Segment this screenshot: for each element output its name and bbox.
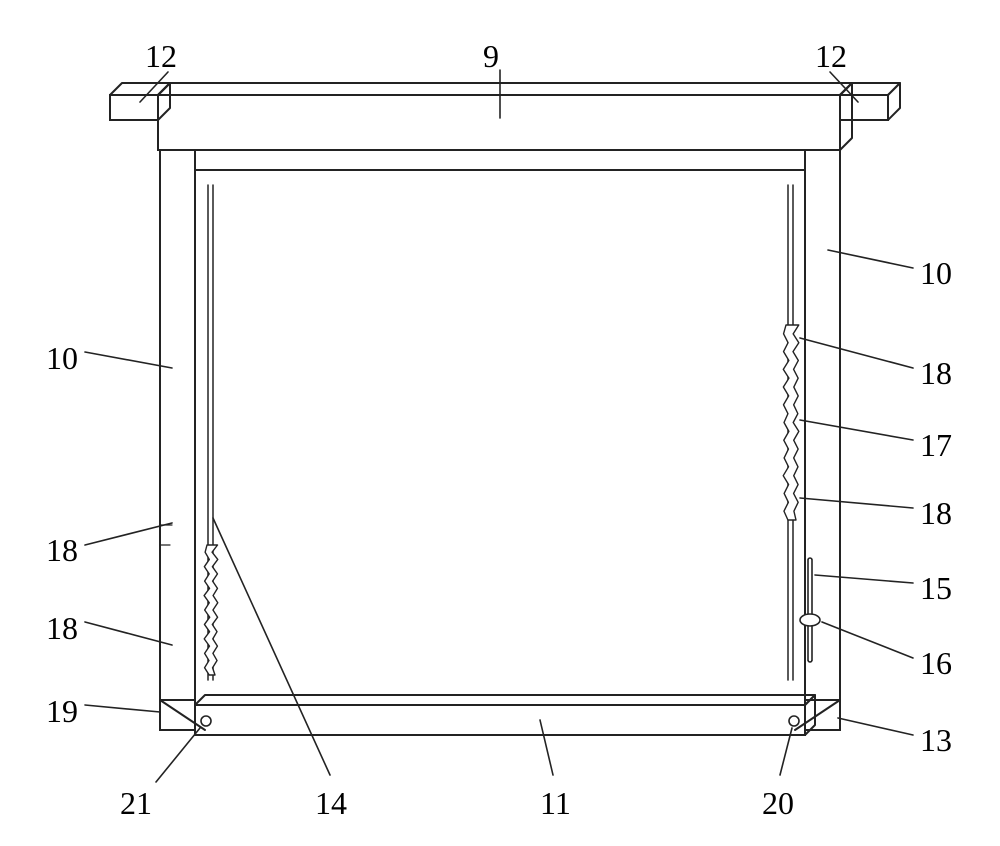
left-ear-front — [110, 95, 158, 120]
callout-17: 17 — [920, 427, 952, 464]
callout-9: 9 — [483, 38, 499, 75]
slider-end-bot — [808, 660, 812, 662]
leader-21 — [156, 728, 200, 782]
leader-13 — [838, 718, 913, 735]
callout-19: 19 — [46, 693, 78, 730]
right-ear-front — [840, 95, 888, 120]
callout-18L2: 18 — [46, 610, 78, 647]
leader-12R — [830, 72, 858, 102]
leader-14 — [213, 518, 330, 775]
leader-11 — [540, 720, 553, 775]
leader-16 — [822, 622, 913, 658]
slider-knob — [800, 614, 820, 626]
callout-13: 13 — [920, 722, 952, 759]
callout-12L: 12 — [145, 38, 177, 75]
pivot-left — [201, 716, 211, 726]
leader-18L1 — [85, 523, 172, 545]
leader-10L — [85, 352, 172, 368]
callout-18L1: 18 — [46, 532, 78, 569]
bottom-bar-top — [195, 695, 815, 705]
leader-15 — [815, 575, 913, 583]
top-bar-front — [158, 95, 840, 150]
right-ear-right — [888, 83, 900, 120]
leader-18R1 — [800, 338, 913, 368]
callout-15: 15 — [920, 570, 952, 607]
callout-20: 20 — [762, 785, 794, 822]
left-break — [204, 545, 218, 675]
left-ear-right — [158, 83, 170, 120]
leader-17 — [800, 420, 913, 440]
callout-14: 14 — [315, 785, 347, 822]
leader-18R2 — [800, 498, 913, 508]
callout-12R: 12 — [815, 38, 847, 75]
leader-18L2 — [85, 622, 172, 645]
inner-top-rail — [195, 150, 805, 170]
callout-16: 16 — [920, 645, 952, 682]
leader-19 — [85, 705, 160, 712]
callout-18R1: 18 — [920, 355, 952, 392]
bottom-bar-front — [195, 705, 805, 735]
callout-10L: 10 — [46, 340, 78, 377]
pivot-right — [789, 716, 799, 726]
right-upright — [805, 150, 840, 730]
callout-18R2: 18 — [920, 495, 952, 532]
slider-end-top — [808, 558, 812, 560]
callout-21: 21 — [120, 785, 152, 822]
leader-12L — [140, 72, 168, 102]
right-break — [783, 325, 799, 520]
callout-11: 11 — [540, 785, 571, 822]
top-bar-top — [158, 83, 852, 95]
callout-10R: 10 — [920, 255, 952, 292]
